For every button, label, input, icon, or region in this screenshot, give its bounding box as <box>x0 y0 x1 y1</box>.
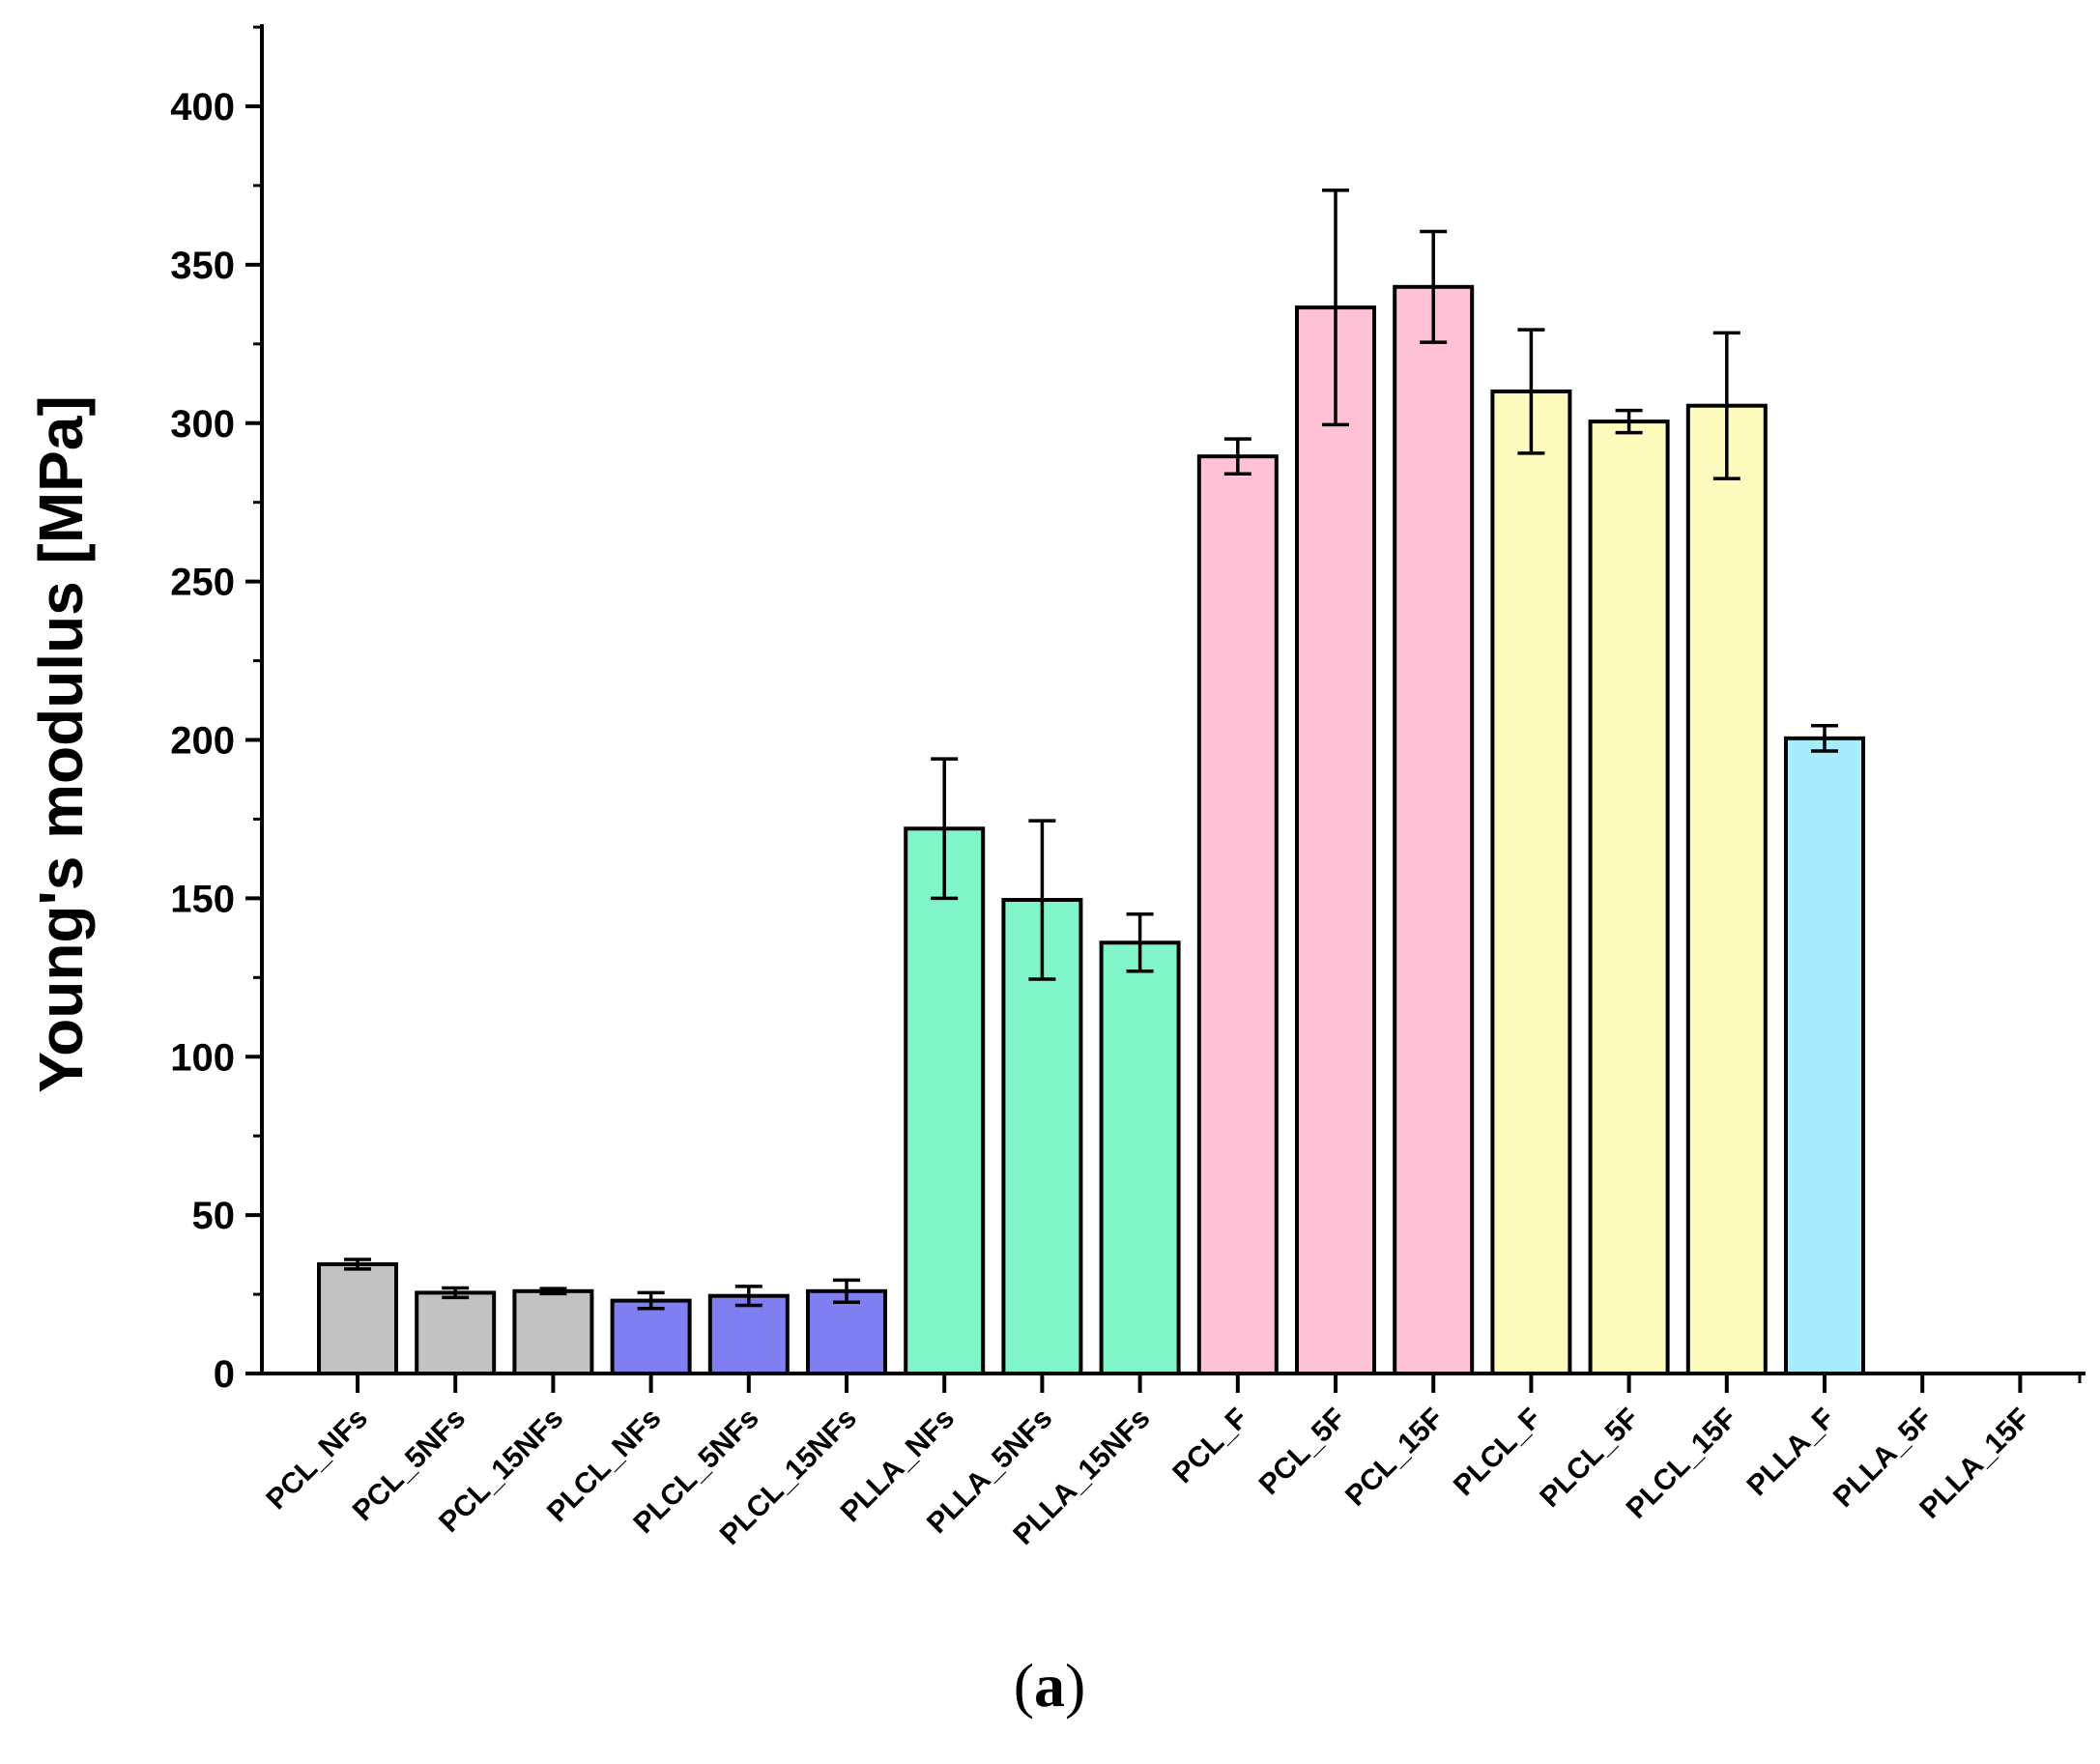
y-tick-label: 400 <box>170 86 235 129</box>
bar-plcl-nfs <box>610 1298 692 1376</box>
x-tick-label: PCL_15F <box>1339 1403 1450 1513</box>
bar-pcl-15nfs <box>512 1288 594 1376</box>
bar-plla-15nfs <box>1099 940 1181 1375</box>
bar-plcl-5nfs <box>707 1293 790 1376</box>
error-bars <box>344 188 1838 1311</box>
bar-pcl-5f <box>1295 305 1376 1376</box>
category-labels: PCL_NFsPCL_5NFsPCL_15NFsPLCL_NFsPLCL_5NF… <box>260 1403 2036 1551</box>
caption-close: ) <box>1065 1651 1085 1720</box>
figure-caption: (a) <box>1014 1651 1086 1720</box>
y-tick-label: 200 <box>170 720 235 763</box>
x-tick-label: PCL_5F <box>1253 1403 1352 1501</box>
bar-plcl-5f <box>1588 419 1670 1375</box>
x-tick-label: PLCL_F <box>1448 1403 1547 1502</box>
bar-plla-f <box>1784 736 1865 1375</box>
bar-pcl-nfs <box>317 1261 398 1376</box>
bar-plcl-15f <box>1685 403 1768 1375</box>
bar-plla-nfs <box>904 826 986 1375</box>
bar-pcl-15f <box>1393 284 1475 1375</box>
bar-plcl-f <box>1490 389 1572 1376</box>
y-tick-label: 100 <box>170 1036 235 1079</box>
caption-open: ( <box>1014 1651 1034 1720</box>
y-tick-label: 300 <box>170 403 235 446</box>
y-tick-label: 150 <box>170 878 235 920</box>
y-tick-label: 250 <box>170 562 235 604</box>
y-tick-label: 50 <box>192 1195 236 1237</box>
x-tick-label: PCL_F <box>1166 1403 1254 1490</box>
bar-pcl-f <box>1196 454 1279 1375</box>
y-axis-title: Young's modulus [MPa] <box>26 395 96 1093</box>
bar-plcl-15nfs <box>806 1288 887 1376</box>
y-tick-label: 350 <box>170 245 235 287</box>
bars <box>317 284 1865 1376</box>
bar-pcl-5nfs <box>415 1290 497 1375</box>
caption-letter: a <box>1034 1651 1065 1720</box>
y-tick-label: 0 <box>214 1353 235 1396</box>
x-tick-label: PLLA_F <box>1740 1403 1840 1502</box>
